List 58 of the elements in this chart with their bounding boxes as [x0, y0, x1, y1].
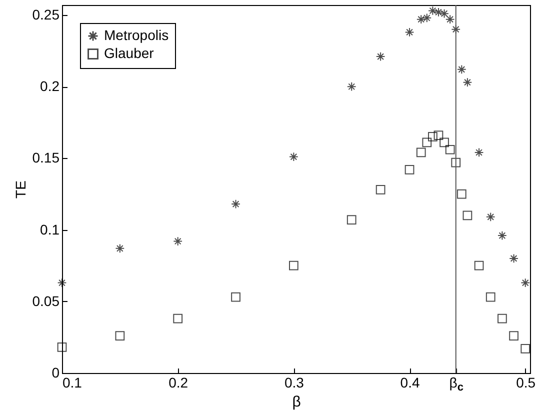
x-tick-label: 0.1 [62, 374, 82, 390]
point [462, 78, 472, 88]
point [422, 138, 432, 148]
x-tick-label: β$_{c}$ [449, 374, 464, 394]
point [346, 215, 356, 224]
x-tick-label: 0.5 [516, 374, 536, 390]
point [456, 189, 466, 199]
point [173, 314, 183, 324]
point [498, 230, 507, 240]
y-tick-label: 0.2 [40, 78, 60, 94]
x-tick-label: 0.4 [400, 374, 420, 390]
point [416, 148, 426, 158]
point [451, 158, 461, 168]
y-tick-label: 0 [52, 364, 60, 380]
point [115, 244, 125, 254]
point [520, 344, 530, 354]
x-axis-title: β [292, 394, 302, 410]
point [440, 138, 449, 148]
point [451, 24, 461, 34]
point [231, 292, 240, 302]
y-tick-label: 0.1 [40, 221, 60, 238]
point [231, 199, 240, 209]
point [428, 132, 438, 142]
y-tick-label: 0.25 [32, 6, 60, 23]
point [173, 236, 183, 246]
y-tick-label: 0.15 [32, 150, 60, 166]
point [404, 164, 414, 174]
point [474, 148, 484, 158]
point [486, 212, 496, 222]
point [57, 342, 67, 352]
legend-label: Metropolis [104, 27, 169, 43]
y-tick-label: 0.05 [32, 292, 60, 309]
y-axis-title: TE [12, 180, 28, 198]
point [346, 82, 356, 92]
point [289, 260, 298, 270]
point [445, 144, 455, 154]
point [289, 152, 298, 162]
x-tick-label: 0.2 [168, 374, 188, 390]
point [440, 8, 449, 18]
point [428, 6, 438, 16]
point [462, 210, 472, 220]
point [509, 331, 518, 340]
point [445, 14, 455, 24]
point [404, 28, 414, 37]
x-tick-label: 0.3 [284, 374, 304, 390]
point [376, 185, 386, 194]
point [498, 314, 507, 324]
point [57, 278, 67, 288]
point [456, 64, 466, 74]
point [520, 278, 530, 288]
point [115, 331, 125, 340]
point [474, 260, 484, 270]
point [434, 130, 444, 140]
point [376, 52, 386, 62]
point [434, 7, 444, 17]
point [509, 254, 518, 264]
legend-label: Glauber [104, 45, 154, 61]
point [486, 292, 496, 302]
